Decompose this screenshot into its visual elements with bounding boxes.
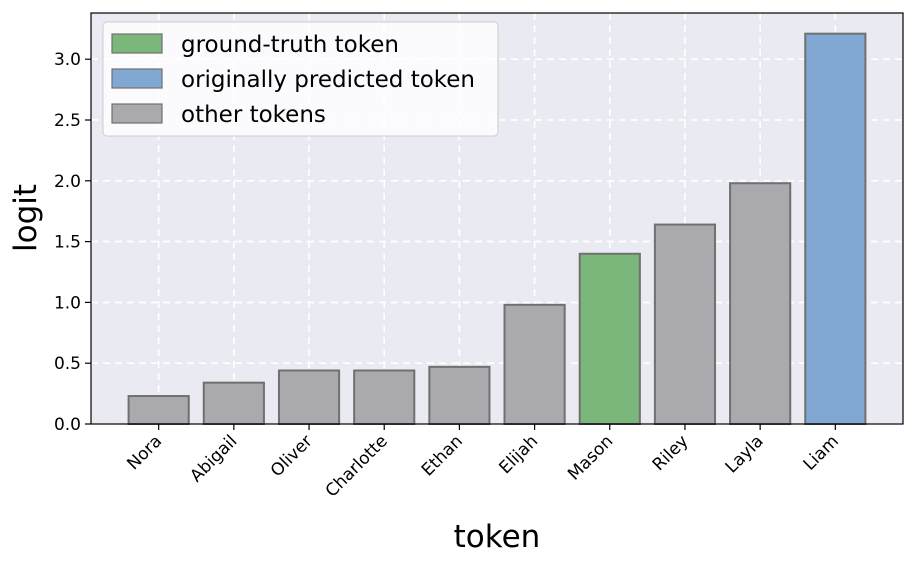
bar-riley	[653, 223, 717, 425]
y-tick-label: 3.0	[54, 50, 81, 70]
y-tick-label: 0.0	[54, 415, 81, 435]
x-tick-label: Riley	[649, 431, 693, 475]
legend: ground-truth token originally predicted t…	[102, 21, 499, 137]
legend-label-other: other tokens	[181, 102, 326, 128]
plot-frame	[90, 12, 904, 425]
legend-swatch-other	[111, 103, 163, 124]
y-axis: 0.0 0.5 1.0 1.5 2.0 2.5 3.0	[54, 50, 91, 435]
bar-ethan	[428, 365, 491, 426]
legend-swatch-predicted	[111, 68, 163, 89]
x-tick-label: Layla	[722, 431, 768, 477]
y-tick-label: 1.0	[54, 293, 81, 313]
y-tick-label: 2.5	[54, 111, 81, 131]
legend-label-predicted: originally predicted token	[181, 67, 475, 93]
legend-label-ground-truth: ground-truth token	[181, 32, 399, 58]
bar-abigail	[202, 381, 265, 425]
x-tick-label: Nora	[123, 431, 166, 474]
bar-charlotte	[353, 369, 416, 425]
x-axis: Nora Abigail Oliver Charlotte Ethan Elijah Mas…	[123, 424, 843, 501]
bar-nora	[127, 395, 190, 425]
bar-mason	[578, 252, 641, 425]
x-axis-title: token	[454, 519, 541, 555]
y-tick-label: 1.5	[54, 233, 81, 253]
bar-liam	[804, 32, 867, 425]
x-tick-label: Elijah	[495, 431, 542, 478]
y-tick-label: 2.0	[54, 172, 81, 192]
bar-layla	[729, 182, 792, 425]
legend-box	[102, 21, 499, 137]
y-tick-label: 0.5	[54, 354, 81, 374]
x-tick-label: Ethan	[418, 431, 467, 480]
x-tick-label: Charlotte	[322, 431, 392, 501]
x-tick-label: Mason	[564, 431, 617, 484]
y-axis-title: logit	[8, 184, 44, 252]
legend-swatch-ground-truth	[111, 33, 163, 54]
bar-elijah	[503, 303, 566, 425]
x-tick-label: Oliver	[267, 431, 317, 481]
bar-oliver	[277, 369, 341, 425]
x-tick-label: Abigail	[186, 431, 241, 486]
x-tick-label: Liam	[800, 431, 843, 474]
